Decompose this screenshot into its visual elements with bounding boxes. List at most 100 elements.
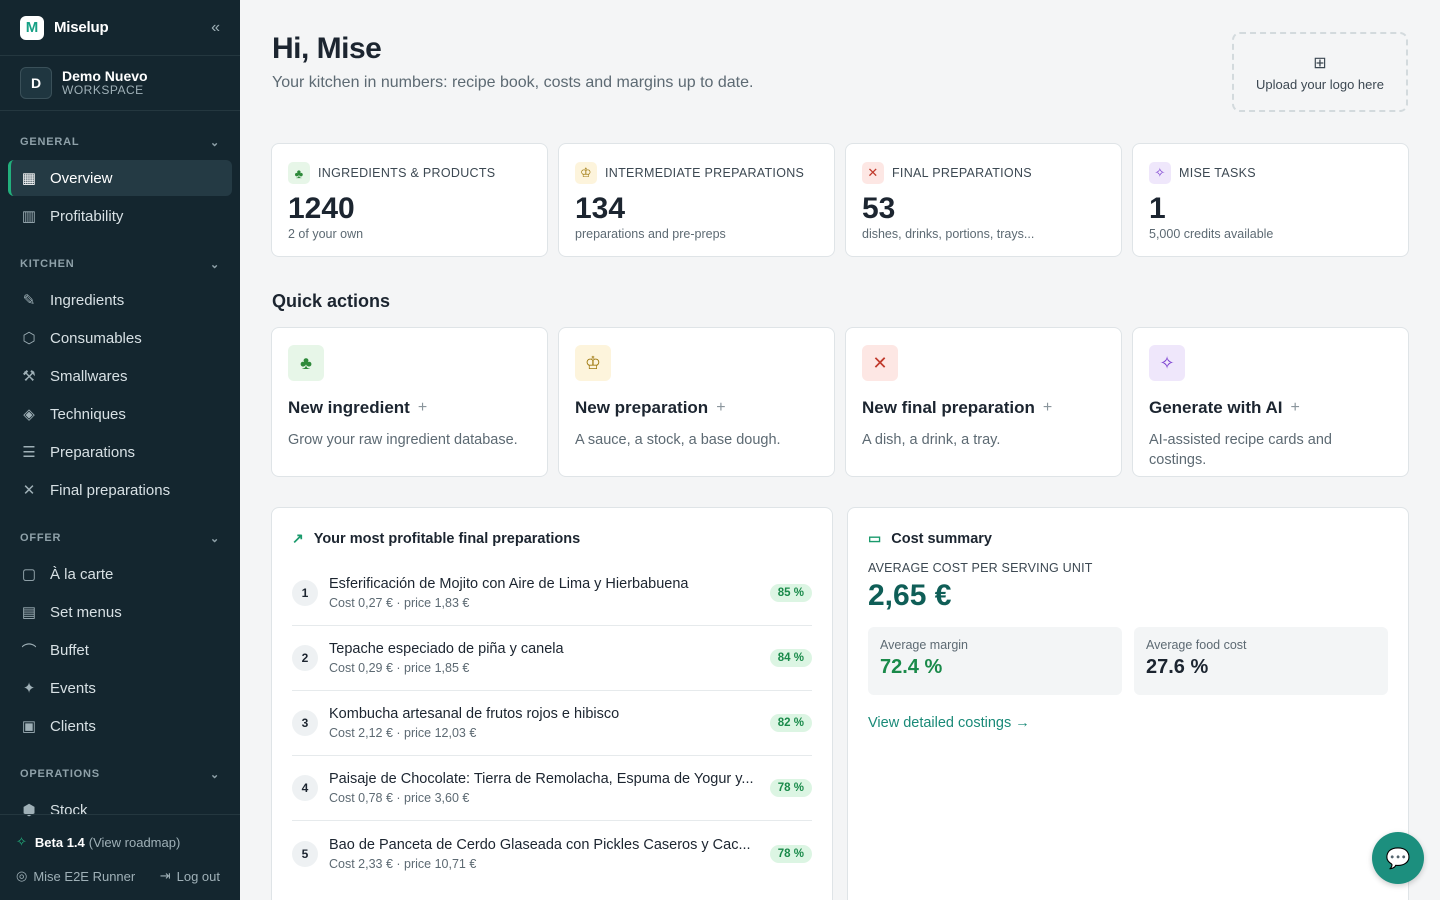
average-margin-card: Average margin 72.4 % [868,627,1122,695]
chevron-down-icon: ⌄ [209,532,220,545]
clipboard-icon: ▤ [21,604,37,621]
stat-value: 1 [1149,192,1166,225]
average-food-cost-card: Average food cost 27.6 % [1134,627,1388,695]
workspace-label: WORKSPACE [62,83,144,98]
plus-icon: + [417,399,428,416]
brand-logo-icon: M [20,15,44,40]
stat-final-preparations[interactable]: ✕ FINAL PREPARATIONS 53 dishes, drinks, p… [845,143,1122,257]
beta-version: Beta 1.4 [34,834,85,850]
box-icon: ⬡ [22,330,36,347]
chef-hat-icon: ♔ [575,345,611,381]
workspace-name: Demo Nuevo [62,67,148,84]
list-item[interactable]: 2 Tepache especiado de piña y canela Cost… [292,626,812,691]
list-item[interactable]: 3 Kombucha artesanal de frutos rojos e h… [292,691,812,756]
margin-badge: 85 % [769,584,812,602]
profitable-preparations-panel: ↗ Your most profitable final preparations… [271,507,833,900]
workspace-avatar: D [20,67,52,99]
pot-icon: ☰ [22,444,36,461]
sidebar-item-buffet[interactable]: ⌒ Buffet [21,641,89,660]
sidebar-item-ingredients[interactable]: ✎ Ingredients [8,282,232,318]
new-ingredient-button[interactable]: ♣ New ingredient + Grow your raw ingredie… [271,327,548,477]
book-icon: ▢ [21,566,37,583]
stat-sub: dishes, drinks, portions, trays... [862,227,1035,241]
quick-actions-title: Quick actions [272,291,391,311]
section-general[interactable]: GENERAL ⌄ [20,136,220,149]
sidebar-item-events[interactable]: ✦ Events [8,670,232,706]
avg-cost-label: AVERAGE COST PER SERVING UNIT [868,561,1093,575]
logout-icon: ⇥ [159,868,171,883]
sidebar-footer: ✧ Beta 1.4 (View roadmap) ◎ Mise E2E Run… [0,814,240,900]
main-content: Hi, Mise Your kitchen in numbers: recipe… [240,0,1440,900]
user-name: Mise E2E Runner [33,868,136,884]
sidebar-item-overview[interactable]: ▦ Overview [8,160,232,196]
list-item[interactable]: 4 Paisaje de Chocolate: Tierra de Remola… [292,756,812,821]
cost-summary-panel: ▭ Cost summary AVERAGE COST PER SERVING U… [847,507,1409,900]
list-item[interactable]: 5 Bao de Panceta de Cerdo Glaseada con P… [292,821,812,886]
page-subtitle: Your kitchen in numbers: recipe book, co… [272,74,754,91]
sparkles-icon: ✧ [1149,162,1171,184]
stat-value: 53 [862,192,896,225]
image-plus-icon: ⊞ [1313,54,1327,72]
generate-with-ai-button[interactable]: ✧ Generate with AI + AI-assisted recipe c… [1132,327,1409,477]
sidebar-item-smallwares[interactable]: ⚒ Smallwares [8,358,232,394]
stat-ingredients[interactable]: ♣ INGREDIENTS & PRODUCTS 1240 2 of your o… [271,143,548,257]
stat-sub: preparations and pre-preps [575,227,726,241]
utensils-icon: ✕ [22,482,36,499]
stat-value: 1240 [288,192,355,225]
sidebar-item-set-menus[interactable]: ▤ Set menus [21,603,122,622]
wallet-icon: ▭ [868,530,882,546]
avg-cost-value: 2,65 € [868,579,952,612]
party-icon: ✦ [22,680,36,697]
cloche-icon: ⌒ [21,642,37,660]
chevron-down-icon: ⌄ [209,768,220,781]
sidebar-item-a-la-carte[interactable]: ▢ À la carte [21,565,114,584]
sidebar-item-profitability[interactable]: ▥ Profitability [21,207,124,226]
chart-icon: ▥ [21,208,37,225]
chevron-down-icon: ⌄ [209,258,220,271]
stat-sub: 5,000 credits available [1149,227,1274,241]
trending-up-icon: ↗ [292,530,304,546]
margin-badge: 78 % [769,844,812,863]
logout-button[interactable]: ⇥ Log out [159,868,220,884]
plus-icon: + [716,399,726,416]
workspace-switcher[interactable]: D Demo Nuevo WORKSPACE [0,56,240,111]
stat-intermediate-preparations[interactable]: ♔ INTERMEDIATE PREPARATIONS 134 preparati… [558,143,835,257]
new-final-preparation-button[interactable]: ✕ New final preparation + A dish, a drink… [845,327,1122,477]
view-detailed-costings-link[interactable]: View detailed costings → [868,715,1030,731]
view-roadmap-link[interactable]: (View roadmap) [88,834,181,850]
margin-badge: 82 % [769,714,812,732]
stat-value: 134 [575,192,626,225]
new-preparation-button[interactable]: ♔ New preparation + A sauce, a stock, a b… [558,327,835,477]
section-offer[interactable]: OFFER ⌄ [20,532,220,545]
chat-icon[interactable]: 💬 [1372,832,1424,884]
stat-mise-tasks[interactable]: ✧ MISE TASKS 1 5,000 credits available [1132,143,1409,257]
graduation-cap-icon: ◈ [23,406,35,423]
collapse-sidebar-icon[interactable]: « [211,18,220,36]
sidebar-item-clients[interactable]: ▣ Clients [21,717,96,736]
sidebar: M Miselup « D Demo Nuevo WORKSPACE GENER… [0,0,240,900]
utensils-icon: ✕ [862,162,884,184]
ingredients-icon: ✎ [22,292,36,309]
section-operations[interactable]: OPERATIONS ⌄ [20,768,220,781]
sparkle-icon: ✧ [16,834,27,849]
section-kitchen[interactable]: KITCHEN ⌄ [20,258,220,271]
sidebar-item-techniques[interactable]: ◈ Techniques [8,396,232,432]
upload-logo-button[interactable]: ⊞ Upload your logo here [1232,32,1408,112]
sidebar-item-preparations[interactable]: ☰ Preparations [8,434,232,470]
margin-badge: 84 % [769,649,812,667]
ingredients-icon: ♣ [288,345,324,381]
utensils-icon: ✕ [862,345,898,381]
contact-icon: ▣ [21,718,37,735]
plus-icon: + [1290,399,1300,416]
brand: M Miselup « [0,0,240,56]
sidebar-item-consumables[interactable]: ⬡ Consumables [8,320,232,356]
stat-sub: 2 of your own [288,227,364,241]
list-item[interactable]: 1 Esferificación de Mojito con Aire de L… [292,561,812,626]
sparkles-icon: ✧ [1149,345,1185,381]
chevron-down-icon: ⌄ [209,136,220,149]
tools-icon: ⚒ [22,368,36,385]
brand-name: Miselup [54,19,109,36]
chef-hat-icon: ♔ [575,162,597,184]
margin-badge: 78 % [769,779,812,797]
sidebar-item-final-preparations[interactable]: ✕ Final preparations [8,472,232,508]
